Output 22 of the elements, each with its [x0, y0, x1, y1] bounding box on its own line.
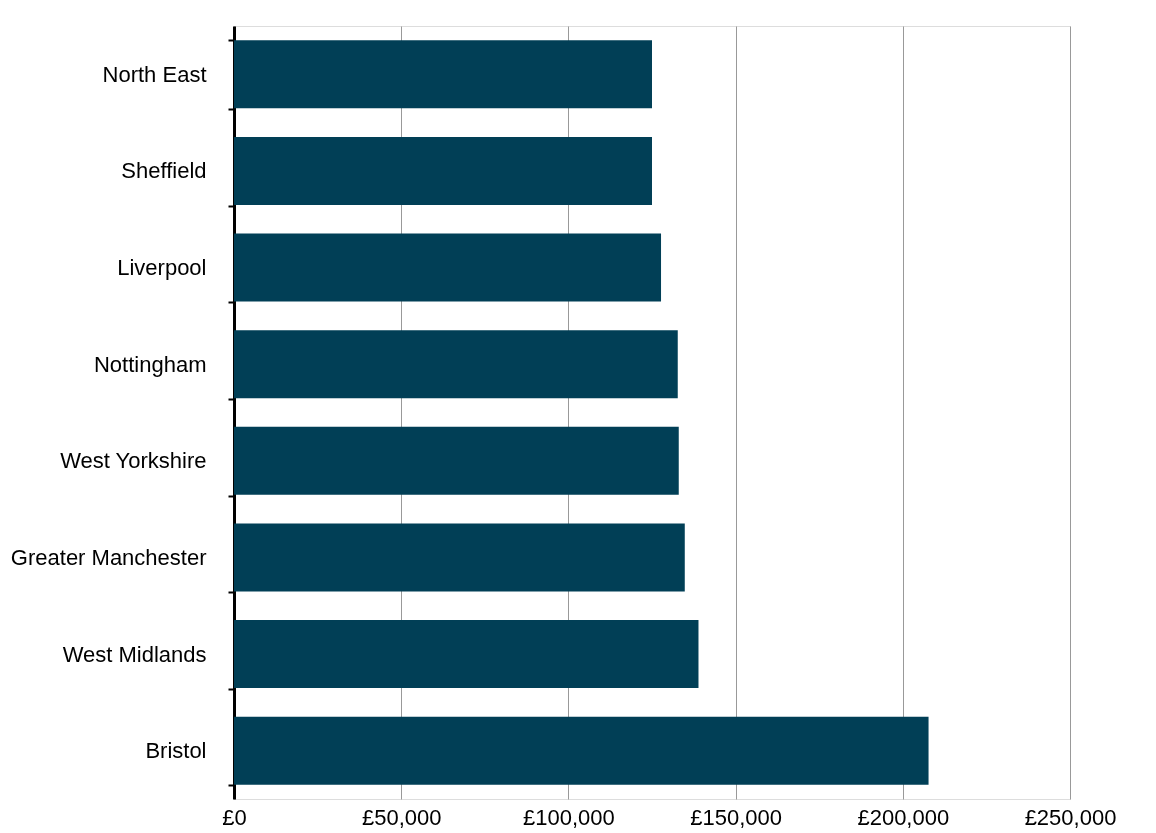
x-tick-label: £200,000 — [857, 804, 950, 830]
bar — [234, 330, 678, 399]
x-tick-label: £150,000 — [690, 804, 782, 830]
bar — [234, 233, 662, 302]
bar — [234, 136, 652, 205]
y-tick-label: Sheffield — [121, 158, 207, 184]
bar — [234, 523, 685, 592]
bar — [234, 716, 929, 785]
bar — [234, 40, 652, 109]
y-tick-label: Greater Manchester — [10, 544, 207, 570]
bar — [234, 620, 699, 689]
y-tick-label: Bristol — [145, 738, 207, 764]
x-tick-label: £50,000 — [361, 804, 442, 830]
y-tick-label: West Midlands — [62, 641, 207, 667]
x-tick-label: £0 — [222, 804, 247, 830]
x-tick-label: £100,000 — [523, 804, 615, 830]
y-tick-label: North East — [102, 61, 207, 87]
y-tick-label: Nottingham — [93, 351, 207, 377]
y-tick-label: West Yorkshire — [60, 448, 207, 474]
x-tick-label: £250,000 — [1024, 804, 1117, 830]
bar — [234, 426, 679, 495]
y-tick-label: Liverpool — [117, 255, 207, 281]
